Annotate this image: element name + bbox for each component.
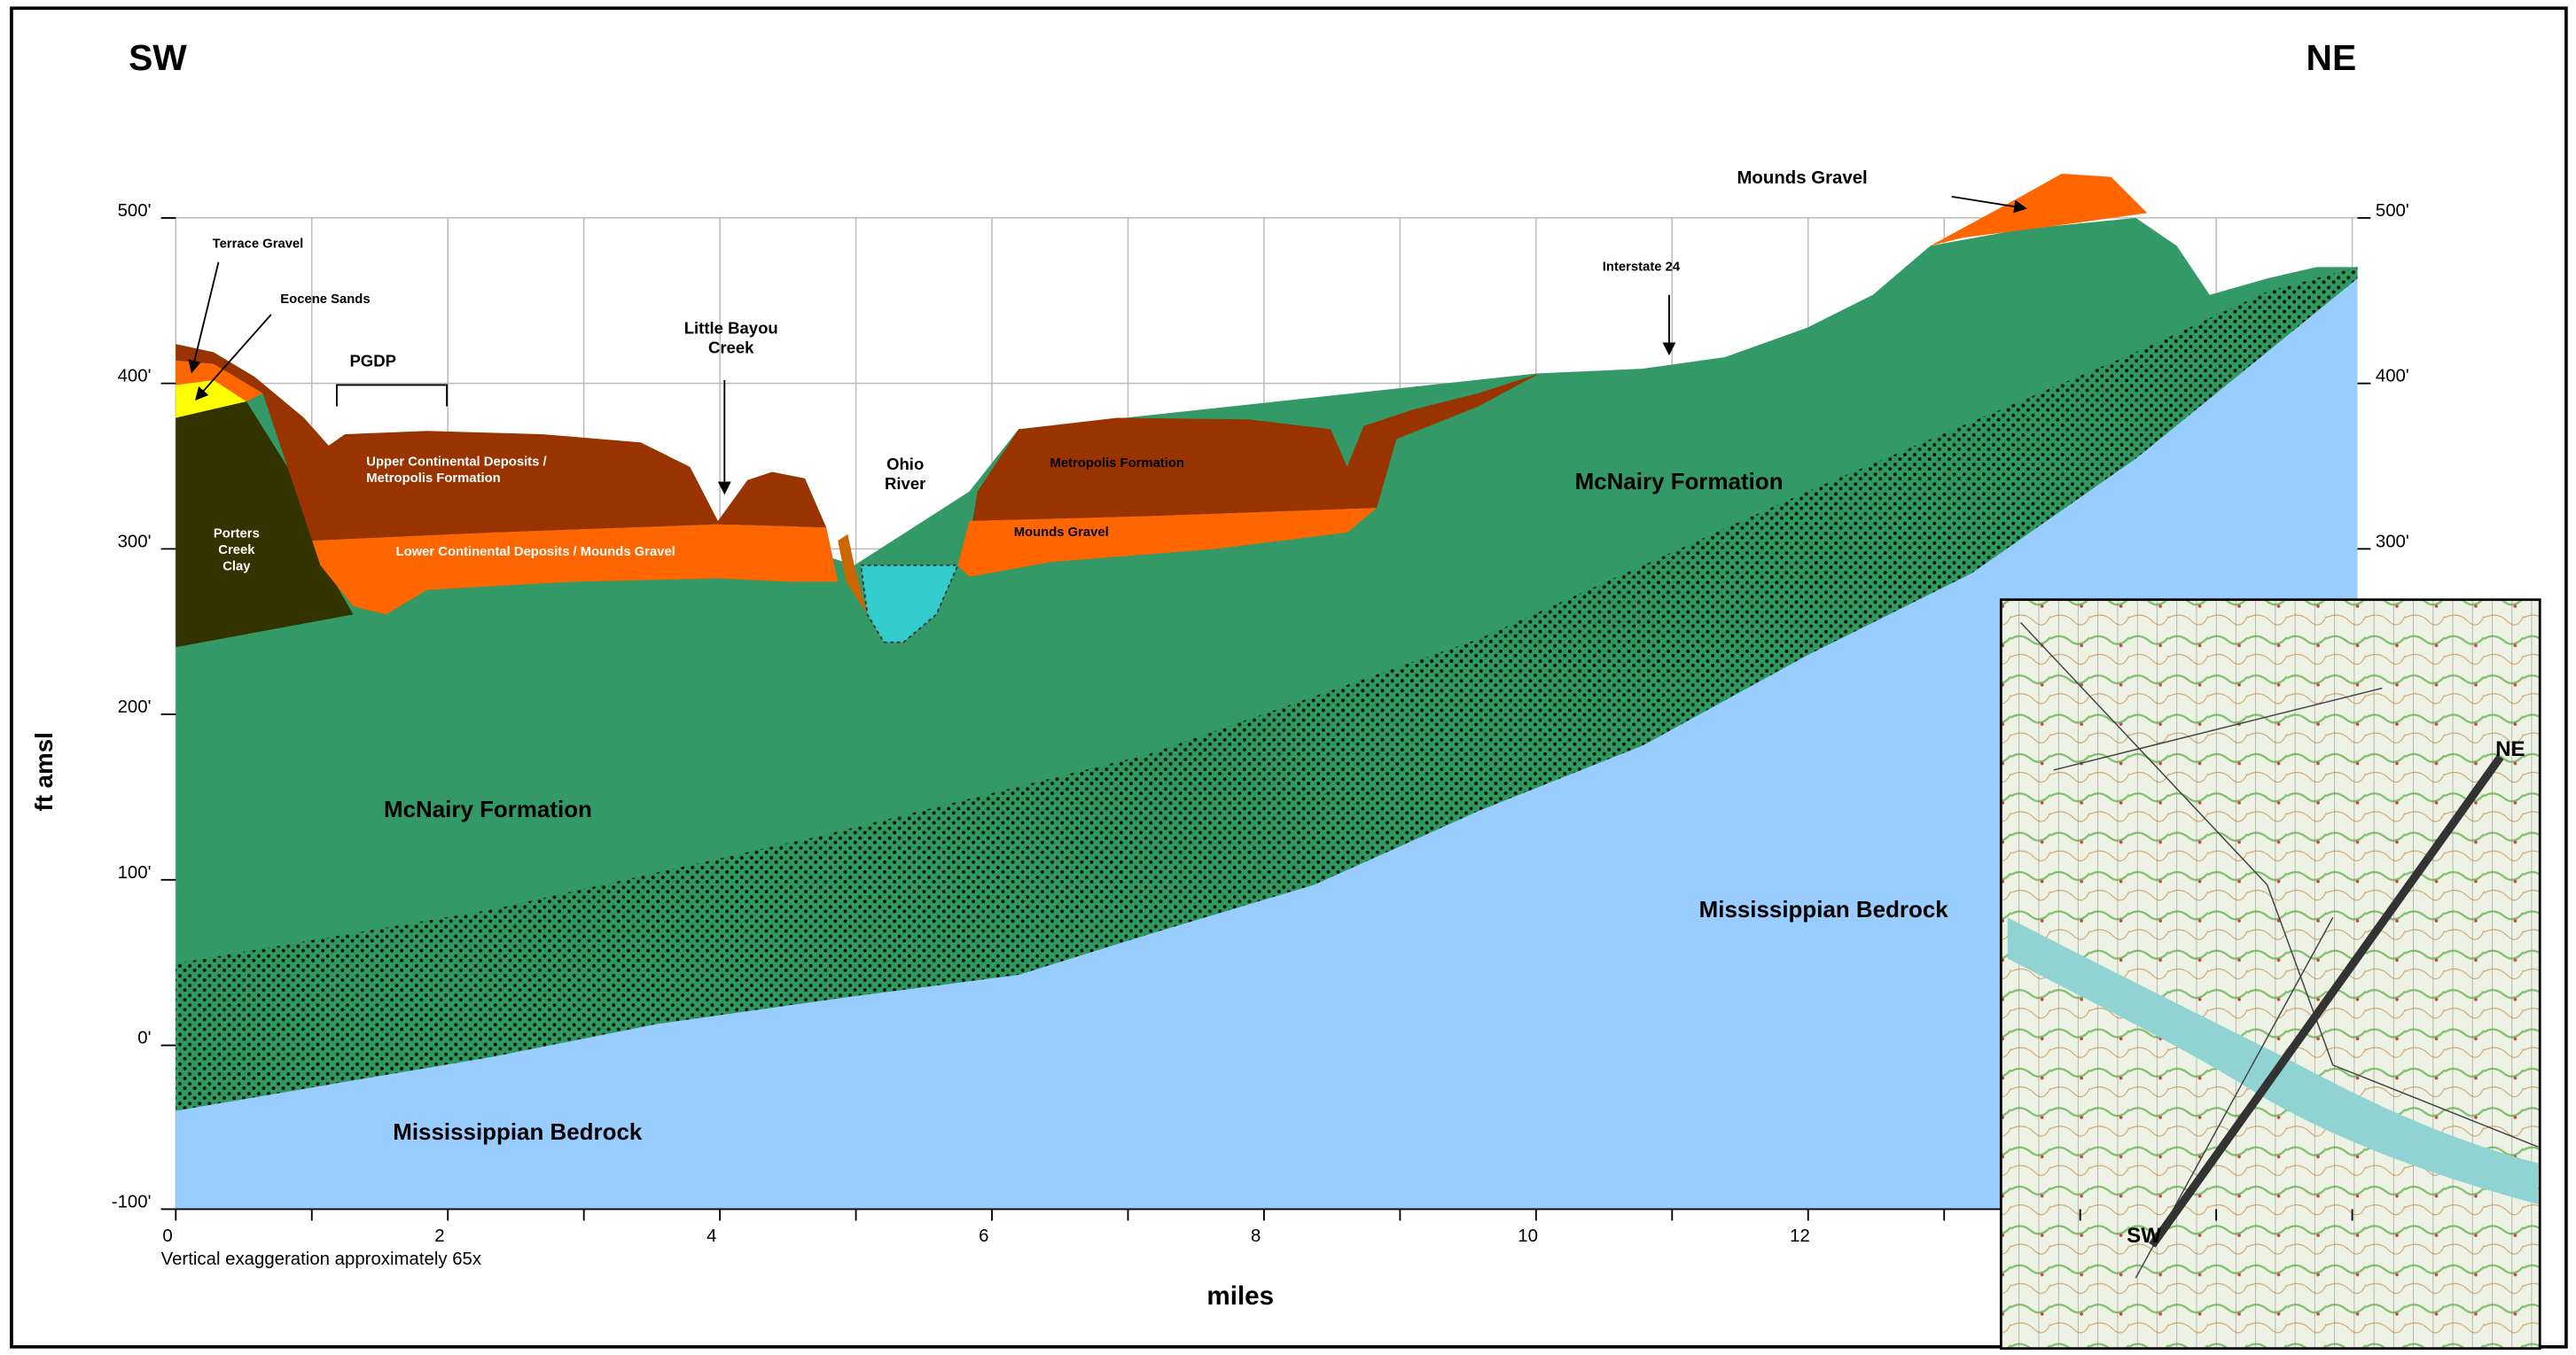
y-tick-label: 400' xyxy=(118,367,152,386)
layer-label: Clay xyxy=(222,560,251,574)
map-label: SW xyxy=(2127,1224,2161,1248)
layer-label: McNairy Formation xyxy=(384,798,592,822)
direction-label: SW xyxy=(129,37,187,78)
layer-label: Mississippian Bedrock xyxy=(393,1120,643,1145)
y-tick-label: 400' xyxy=(2376,367,2409,386)
y-axis-label: ft amsl xyxy=(30,732,58,811)
y-tick-label: 500' xyxy=(2376,201,2409,221)
x-tick-label: 6 xyxy=(979,1227,988,1246)
layer-label: Mississippian Bedrock xyxy=(1699,898,1949,923)
layer-label: McNairy Formation xyxy=(1575,470,1784,494)
note: Vertical exaggeration approximately 65x xyxy=(161,1250,481,1269)
layer-label: Interstate 24 xyxy=(1603,260,1681,274)
x-tick-label: 10 xyxy=(1518,1227,1538,1246)
y-tick-label: 200' xyxy=(118,697,152,717)
layer-label: Mounds Gravel xyxy=(1737,168,1867,188)
x-tick-label: 2 xyxy=(434,1227,444,1246)
y-tick-label: 100' xyxy=(118,863,152,883)
x-axis-label: miles xyxy=(1206,1281,1274,1311)
layer-label: Upper Continental Deposits / xyxy=(366,455,546,469)
layer-label: River xyxy=(885,474,925,493)
map-label: NE xyxy=(2495,737,2525,761)
layer-label: Metropolis Formation xyxy=(1050,456,1184,471)
x-tick-label: 0 xyxy=(162,1227,172,1246)
layer-label: Ohio xyxy=(886,455,924,473)
x-tick-label: 4 xyxy=(706,1227,716,1246)
cross-section-figure: SW NE SW NE ft amsl miles Vertical exagg… xyxy=(0,0,2576,1355)
layer-label: Mounds Gravel xyxy=(1014,526,1109,540)
layer-label: Terrace Gravel xyxy=(213,237,304,251)
x-tick-label: 8 xyxy=(1251,1227,1261,1246)
layer-label: PGDP xyxy=(349,352,396,370)
layer-label: Lower Continental Deposits / Mounds Grav… xyxy=(396,545,675,559)
layer-label: Porters xyxy=(214,527,260,541)
location-map: SW NE xyxy=(2001,600,2540,1349)
y-tick-label: 300' xyxy=(2376,532,2409,551)
direction-label: NE xyxy=(2307,37,2357,78)
y-tick-label: 500' xyxy=(118,201,152,221)
page: { "header": {"left": "SW", "right": "NE"… xyxy=(0,0,2576,1355)
y-tick-label: 0' xyxy=(137,1029,151,1048)
layer-label: Little Bayou xyxy=(684,319,778,338)
layer-label: Creek xyxy=(708,339,754,357)
layer-label: Eocene Sands xyxy=(280,292,370,307)
layer-label: Creek xyxy=(218,543,255,557)
layer-label: Metropolis Formation xyxy=(366,471,500,486)
y-tick-label: -100' xyxy=(112,1192,152,1211)
y-tick-label: 300' xyxy=(118,532,152,551)
x-tick-label: 12 xyxy=(1790,1227,1810,1246)
